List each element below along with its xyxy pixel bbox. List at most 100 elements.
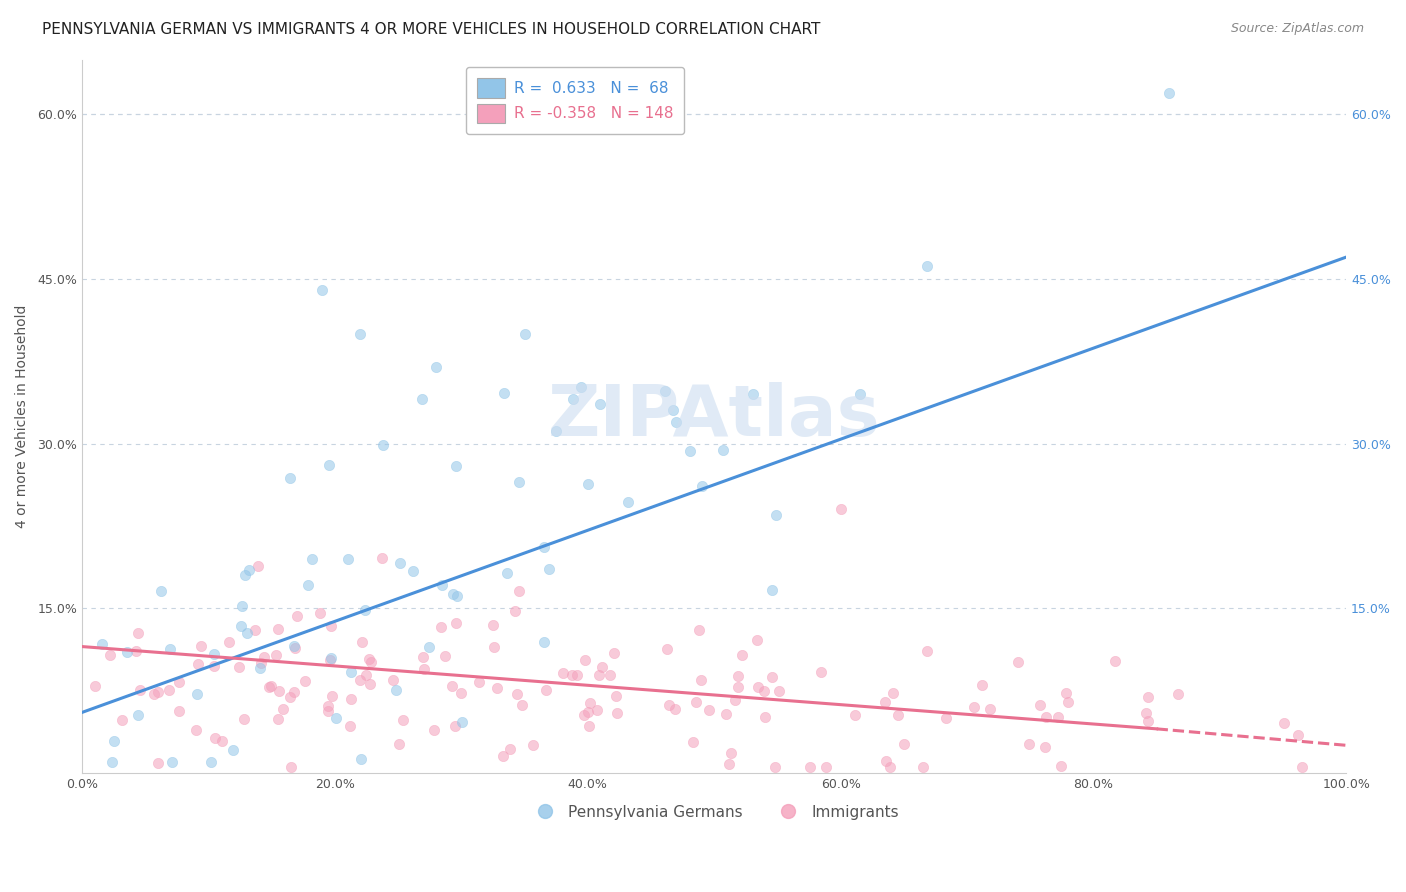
Point [875, 754, 897, 768]
Point [754, 709, 776, 723]
Point [142, 687, 165, 701]
Point [567, 668, 589, 682]
Point [425, 359, 447, 374]
Point [830, 502, 852, 516]
Point [658, 698, 681, 713]
Point [522, 738, 544, 752]
Point [499, 742, 522, 756]
Point [727, 669, 749, 683]
Point [589, 397, 612, 411]
Point [578, 719, 600, 733]
Point [972, 678, 994, 692]
Point [382, 673, 405, 688]
Point [578, 705, 600, 719]
Point [280, 760, 302, 774]
Point [444, 615, 467, 630]
Point [962, 700, 984, 714]
Point [187, 657, 209, 672]
Point [184, 723, 207, 737]
Point [301, 552, 323, 566]
Point [915, 259, 938, 273]
Point [494, 386, 516, 401]
Point [1018, 737, 1040, 751]
Point [551, 665, 574, 680]
Point [412, 649, 434, 664]
Point [655, 641, 678, 656]
Point [503, 603, 526, 617]
Point [720, 747, 742, 761]
Point [211, 734, 233, 748]
Point [325, 711, 347, 725]
Point [243, 624, 266, 638]
Y-axis label: 4 or more Vehicles in Household: 4 or more Vehicles in Household [15, 304, 30, 528]
Point [1167, 687, 1189, 701]
Point [727, 681, 749, 695]
Point [761, 670, 783, 684]
Point [238, 563, 260, 577]
Point [576, 477, 599, 491]
Point [879, 760, 901, 774]
Point [768, 683, 790, 698]
Point [617, 495, 640, 509]
Point [236, 626, 259, 640]
Point [506, 687, 529, 701]
Point [228, 660, 250, 674]
Point [221, 742, 243, 756]
Point [534, 682, 557, 697]
Point [606, 706, 628, 721]
Point [810, 665, 832, 679]
Point [492, 749, 515, 764]
Point [718, 756, 741, 771]
Point [246, 559, 269, 574]
Point [763, 760, 786, 774]
Point [1050, 759, 1073, 773]
Point [278, 690, 301, 704]
Point [100, 755, 122, 769]
Text: ZIPAtlas: ZIPAtlas [548, 382, 880, 450]
Point [167, 704, 190, 718]
Point [747, 681, 769, 695]
Point [129, 683, 152, 698]
Point [799, 760, 821, 774]
Point [418, 640, 440, 655]
Point [278, 471, 301, 485]
Point [979, 702, 1001, 716]
Point [450, 714, 472, 729]
Point [450, 686, 472, 700]
Point [1274, 716, 1296, 731]
Point [664, 702, 686, 716]
Point [688, 623, 710, 637]
Point [233, 712, 256, 726]
Point [685, 695, 707, 709]
Point [915, 644, 938, 658]
Point [218, 635, 240, 649]
Point [882, 686, 904, 700]
Point [388, 737, 411, 751]
Point [319, 619, 342, 633]
Point [353, 603, 375, 617]
Point [202, 659, 225, 673]
Point [115, 645, 138, 659]
Point [349, 326, 371, 341]
Point [533, 634, 555, 648]
Point [294, 674, 316, 689]
Point [875, 695, 897, 709]
Point [159, 641, 181, 656]
Point [318, 699, 340, 714]
Point [297, 577, 319, 591]
Point [229, 619, 252, 633]
Point [249, 661, 271, 675]
Point [111, 713, 134, 727]
Point [98, 648, 121, 662]
Point [605, 689, 627, 703]
Point [761, 583, 783, 598]
Point [711, 443, 734, 458]
Point [267, 622, 290, 636]
Point [444, 459, 467, 474]
Point [360, 655, 382, 669]
Point [752, 683, 775, 698]
Point [697, 703, 720, 717]
Point [259, 680, 281, 694]
Point [679, 444, 702, 458]
Point [1291, 760, 1313, 774]
